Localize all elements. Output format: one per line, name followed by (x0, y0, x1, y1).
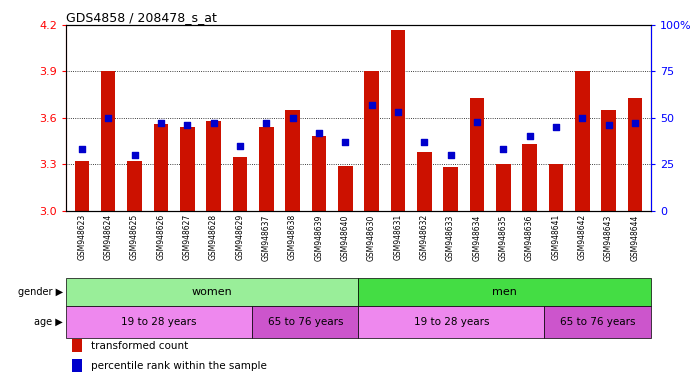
Text: GSM948626: GSM948626 (157, 214, 166, 260)
Point (103, 115, 114, 121)
Bar (66, 306, 252, 338)
Text: gender ▶: gender ▶ (17, 287, 63, 297)
Bar (206, 121, 221, 211)
Text: GSM948633: GSM948633 (446, 214, 455, 261)
Bar (575, 71, 590, 211)
Bar (628, 98, 642, 211)
Text: 65 to 76 years: 65 to 76 years (560, 317, 635, 327)
Text: GSM948640: GSM948640 (341, 214, 350, 261)
Point (524, 133, 535, 139)
Text: GDS4858 / 208478_s_at: GDS4858 / 208478_s_at (66, 11, 217, 24)
Text: GSM948636: GSM948636 (525, 214, 534, 261)
Text: GSM948630: GSM948630 (367, 214, 376, 261)
Point (603, 122, 614, 128)
Point (208, 121, 219, 127)
Point (577, 115, 588, 121)
Point (182, 122, 193, 128)
Text: GSM948635: GSM948635 (499, 214, 508, 261)
Point (313, 130, 324, 136)
Point (393, 109, 404, 115)
Point (471, 119, 482, 125)
Text: GSM948644: GSM948644 (631, 214, 640, 261)
Bar (259, 127, 274, 211)
Bar (358, 306, 544, 338)
Point (287, 115, 298, 121)
Bar (523, 144, 537, 211)
Bar (338, 166, 352, 211)
Text: GSM948629: GSM948629 (235, 214, 244, 260)
Bar (154, 124, 168, 211)
Bar (285, 110, 300, 211)
Text: GSM948634: GSM948634 (473, 214, 482, 261)
Text: GSM948632: GSM948632 (420, 214, 429, 260)
Point (155, 121, 166, 127)
Text: men: men (492, 287, 517, 297)
Text: age ▶: age ▶ (34, 317, 63, 327)
Text: GSM948638: GSM948638 (288, 214, 297, 260)
Point (445, 152, 456, 158)
Bar (312, 136, 326, 211)
Text: GSM948641: GSM948641 (551, 214, 560, 260)
Bar (232, 157, 247, 211)
Text: GSM948637: GSM948637 (262, 214, 271, 261)
Text: GSM948624: GSM948624 (104, 214, 113, 260)
Bar (417, 152, 432, 211)
Bar (74, 161, 89, 211)
Bar (544, 306, 651, 338)
Text: 19 to 28 years: 19 to 28 years (121, 317, 197, 327)
Point (261, 121, 272, 127)
Bar (390, 30, 405, 211)
Point (498, 146, 509, 152)
Text: GSM948623: GSM948623 (77, 214, 86, 260)
Bar (470, 98, 484, 211)
Bar (101, 71, 116, 211)
Text: GSM948643: GSM948643 (604, 214, 613, 261)
Text: women: women (192, 287, 232, 297)
Text: GSM948627: GSM948627 (183, 214, 192, 260)
Bar (72, 359, 83, 372)
Point (551, 124, 562, 130)
Point (129, 152, 140, 158)
Text: transformed count: transformed count (91, 341, 189, 351)
Text: 19 to 28 years: 19 to 28 years (413, 317, 489, 327)
Point (629, 121, 640, 127)
Text: GSM948639: GSM948639 (315, 214, 324, 261)
Bar (252, 306, 358, 338)
Bar (180, 127, 194, 211)
Point (340, 139, 351, 145)
Bar (127, 161, 142, 211)
Bar (548, 164, 563, 211)
Bar (72, 339, 83, 353)
Text: GSM948642: GSM948642 (578, 214, 587, 260)
Text: GSM948628: GSM948628 (209, 214, 218, 260)
Bar (66, 278, 358, 306)
Bar (443, 167, 458, 211)
Point (419, 139, 430, 145)
Bar (358, 278, 651, 306)
Bar (365, 71, 379, 211)
Bar (496, 164, 511, 211)
Text: GSM948631: GSM948631 (393, 214, 402, 260)
Point (77, 146, 88, 152)
Text: 65 to 76 years: 65 to 76 years (267, 317, 343, 327)
Point (366, 102, 377, 108)
Text: GSM948625: GSM948625 (130, 214, 139, 260)
Point (235, 143, 246, 149)
Text: percentile rank within the sample: percentile rank within the sample (91, 361, 267, 371)
Bar (601, 110, 616, 211)
